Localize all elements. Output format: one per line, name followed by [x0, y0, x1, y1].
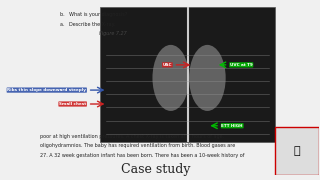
Text: b.   What is your diagnosis?: b. What is your diagnosis? [60, 12, 127, 17]
Ellipse shape [152, 45, 189, 111]
FancyBboxPatch shape [275, 127, 319, 175]
Text: Small chest: Small chest [59, 102, 86, 106]
Text: Case study: Case study [121, 163, 190, 176]
Text: oligohydramnios. The baby has required ventilation from birth. Blood gases are: oligohydramnios. The baby has required v… [40, 143, 235, 148]
Text: a.   Describe the X-ray.: a. Describe the X-ray. [60, 22, 115, 27]
FancyBboxPatch shape [100, 7, 275, 142]
Text: UVC at T9: UVC at T9 [230, 63, 253, 67]
Text: UAC: UAC [163, 63, 172, 67]
Text: ETT HIGH: ETT HIGH [221, 124, 243, 128]
Ellipse shape [189, 45, 226, 111]
Text: 27. A 32 week gestation infant has been born. There has been a 10-week history o: 27. A 32 week gestation infant has been … [40, 153, 244, 158]
Text: 👤: 👤 [293, 146, 300, 156]
Text: Figure 7.27: Figure 7.27 [99, 31, 127, 36]
Text: Ribs thin slope downward steeply: Ribs thin slope downward steeply [7, 88, 86, 92]
Text: poor at high ventilation pressures. A chest X-ray is taken at 3 hours of age.: poor at high ventilation pressures. A ch… [40, 134, 224, 139]
